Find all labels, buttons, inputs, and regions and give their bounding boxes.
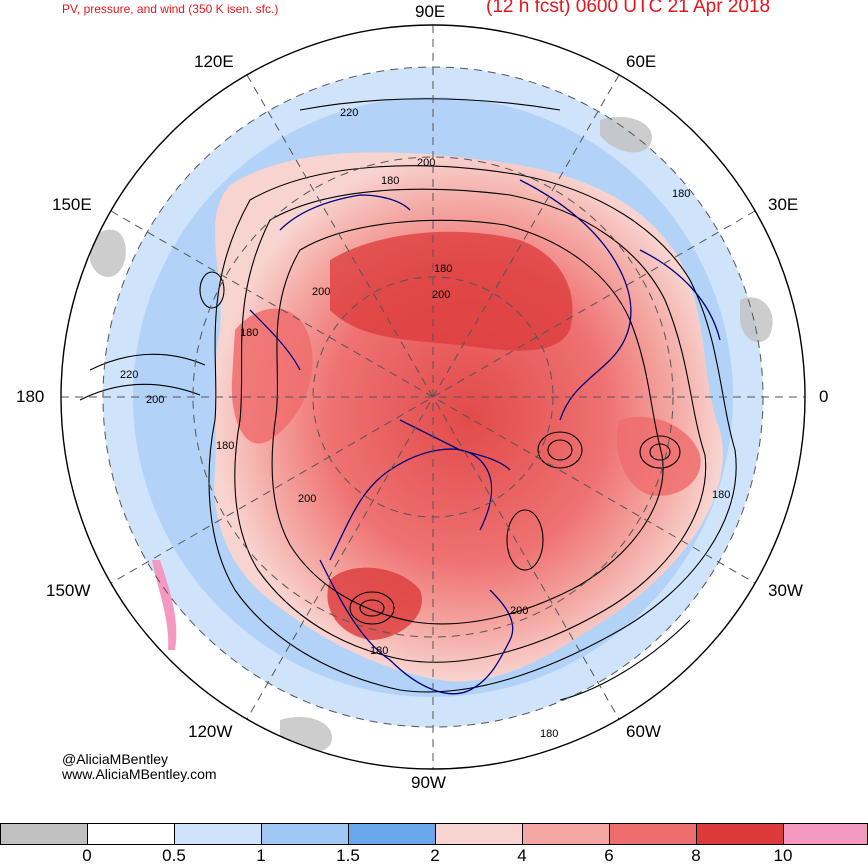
lon-label-60e: 60E <box>626 52 657 71</box>
map-border <box>60 24 806 770</box>
lon-label-30e: 30E <box>768 195 799 214</box>
credit-website: www.AliciaMBentley.com <box>62 766 217 782</box>
contour-label: 200 <box>510 605 528 617</box>
colorbar-swatch <box>261 823 349 845</box>
lon-label-90e: 90E <box>415 2 446 21</box>
lon-label-150w: 150W <box>46 581 91 600</box>
contour-label: 200 <box>312 286 330 298</box>
lon-label-60w: 60W <box>626 722 661 741</box>
colorbar-swatch <box>435 823 523 845</box>
lon-label-120w: 120W <box>188 722 233 741</box>
contour-label: 220 <box>340 107 358 119</box>
colorbar-tick: 6 <box>604 846 614 865</box>
colorbar-tick: 2 <box>430 846 440 865</box>
lon-label-150e: 150E <box>52 195 92 214</box>
contour-label-group: 220 200 180 200 180 200 180 220 200 180 … <box>120 107 730 740</box>
contour-label: 200 <box>298 493 316 505</box>
credit-handle: @AliciaMBentley <box>62 751 169 767</box>
lon-label-0: 0 <box>819 387 829 406</box>
colorbar-swatch <box>348 823 436 845</box>
colorbar-tick: 8 <box>691 846 701 865</box>
contour-label: 200 <box>146 394 164 406</box>
pv-core-east <box>616 416 701 496</box>
contour-label: 220 <box>120 369 138 381</box>
map-subtitle: PV, pressure, and wind (350 K isen. sfc.… <box>62 2 279 16</box>
colorbar-swatch <box>174 823 262 845</box>
colorbar-swatch <box>609 823 697 845</box>
colorbar-tick: 4 <box>517 846 527 865</box>
colorbar-tick: 1 <box>256 846 266 865</box>
contour-label: 180 <box>540 728 558 740</box>
colorbar-tick: 0 <box>82 846 92 865</box>
pressure-contours <box>79 98 737 701</box>
colorbar-swatch <box>522 823 610 845</box>
graticule <box>61 25 805 769</box>
colorbar-tick: 0.5 <box>162 846 186 865</box>
contour-label: 180 <box>672 188 690 200</box>
contour-label: 180 <box>216 440 234 452</box>
lon-label-30w: 30W <box>768 581 803 600</box>
lon-label-90w: 90W <box>411 773 446 792</box>
pv-streamer <box>152 560 177 650</box>
colorbar-tick: 10 <box>773 846 793 865</box>
lon-label-120e: 120E <box>194 52 234 71</box>
polar-map: 220 200 180 200 180 200 180 220 200 180 … <box>60 24 806 770</box>
contour-label: 180 <box>712 489 730 501</box>
contour-label: 180 <box>434 263 452 275</box>
colorbar-swatch <box>0 823 88 845</box>
contour-label: 200 <box>432 289 450 301</box>
contour-label: 180 <box>381 175 399 187</box>
pv-core-west <box>231 308 313 444</box>
contour-label: 180 <box>370 645 388 657</box>
colorbar-swatch <box>87 823 175 845</box>
colorbar-swatch <box>696 823 784 845</box>
colorbar-tick: 1.5 <box>336 846 360 865</box>
lon-label-180: 180 <box>16 387 45 406</box>
contour-label: 180 <box>240 327 258 339</box>
forecast-time-title: (12 h fcst) 0600 UTC 21 Apr 2018 <box>486 0 771 17</box>
colorbar-swatch <box>783 823 868 845</box>
coastlines <box>249 179 721 695</box>
contour-label: 200 <box>417 157 435 169</box>
pv-core-north <box>330 231 573 351</box>
pv-core-south <box>327 567 422 640</box>
